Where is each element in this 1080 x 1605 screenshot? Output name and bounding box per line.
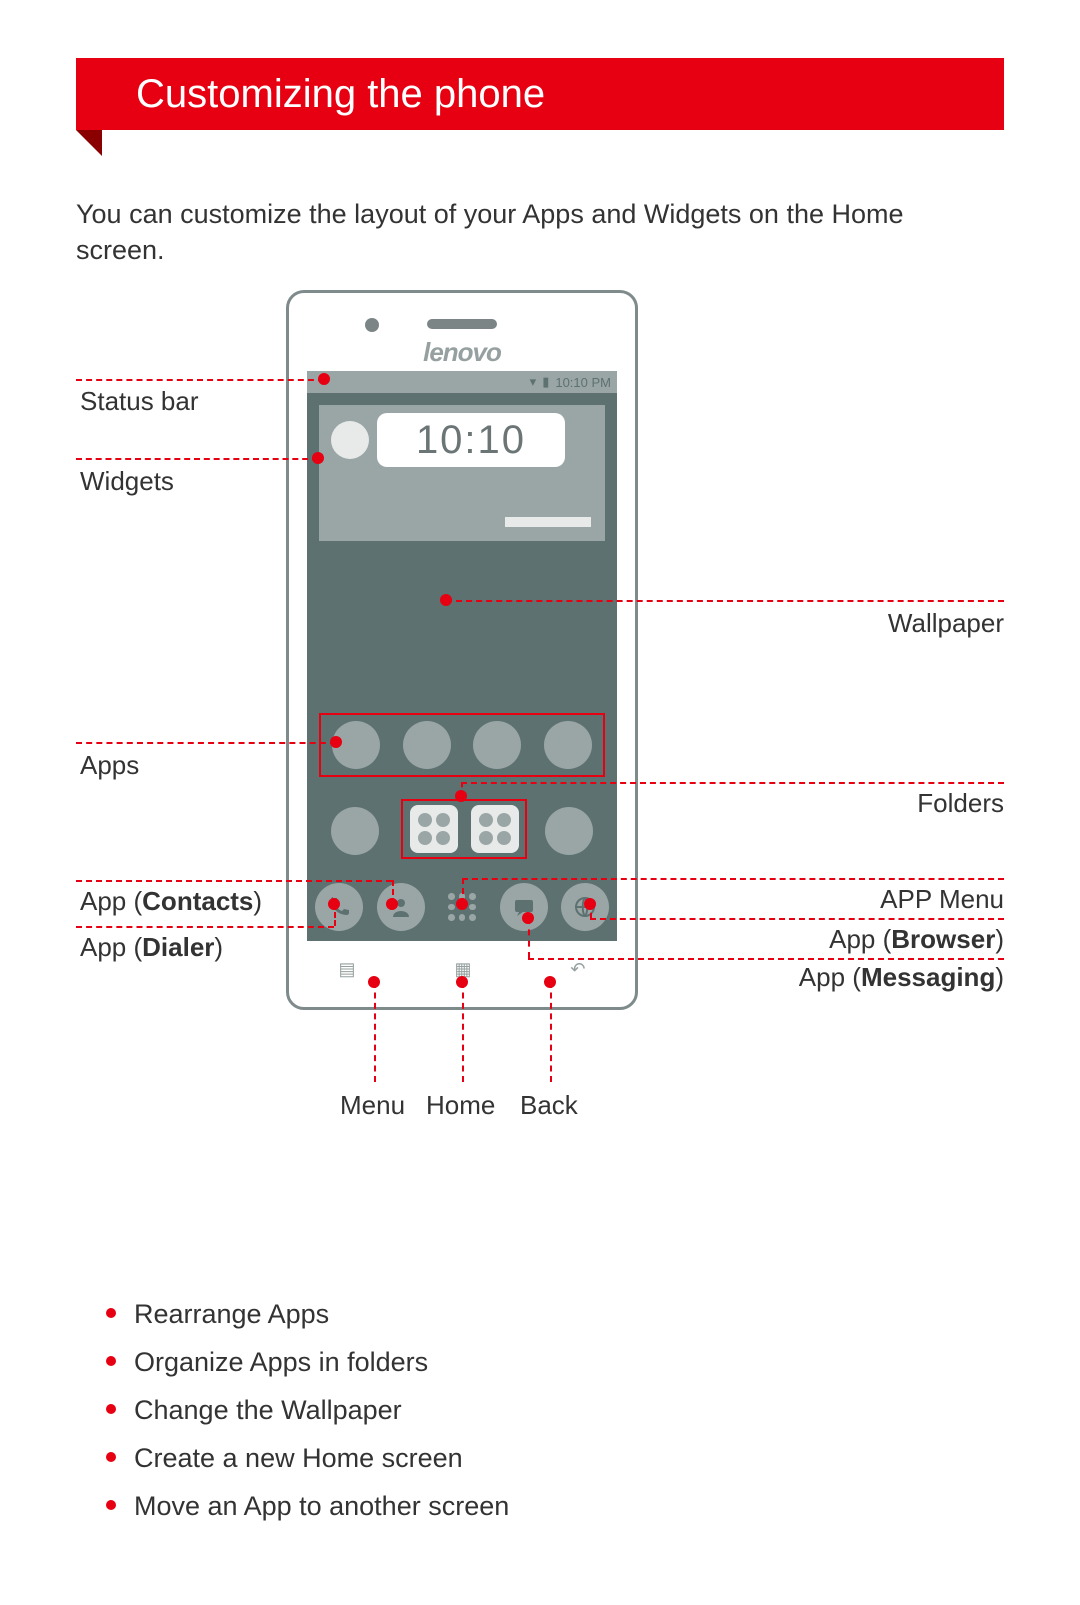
callout-line xyxy=(528,958,1004,960)
callout-menu-key: Menu xyxy=(340,1090,405,1121)
callout-status-bar: Status bar xyxy=(80,386,199,417)
folder-icon xyxy=(471,805,519,853)
app-icon xyxy=(331,807,379,855)
callout-line xyxy=(76,926,334,928)
list-item: Organize Apps in folders xyxy=(106,1338,509,1386)
intro-text: You can customize the layout of your App… xyxy=(76,196,996,268)
callout-dot xyxy=(544,976,556,988)
title-banner: Customizing the phone xyxy=(76,58,1004,130)
callout-line xyxy=(446,600,1004,602)
status-bar: ▾ ▮ 10:10 PM xyxy=(307,371,617,393)
callout-home-key: Home xyxy=(426,1090,495,1121)
callout-app-browser: App (Browser) xyxy=(829,924,1004,955)
phone-diagram: lenovo ▾ ▮ 10:10 PM 10:10 xyxy=(76,290,1004,1190)
callout-app-menu: APP Menu xyxy=(880,884,1004,915)
callout-apps: Apps xyxy=(80,750,139,781)
callout-line xyxy=(462,982,464,1082)
callout-line xyxy=(76,458,318,460)
callout-line xyxy=(374,982,376,1082)
callout-line xyxy=(461,782,1004,784)
callout-line xyxy=(76,742,336,744)
back-key-icon: ↶ xyxy=(570,959,585,980)
front-camera xyxy=(365,318,379,332)
callout-line xyxy=(76,880,392,882)
callout-app-messaging: App (Messaging) xyxy=(799,962,1004,993)
widget-dot xyxy=(331,421,369,459)
app-icon xyxy=(473,721,521,769)
contacts-app-icon xyxy=(377,883,425,931)
callout-dot xyxy=(312,452,324,464)
page-title: Customizing the phone xyxy=(136,72,545,117)
phone-screen: ▾ ▮ 10:10 PM 10:10 xyxy=(307,371,617,941)
callout-line xyxy=(590,918,1004,920)
callout-app-contacts: App (Contacts) xyxy=(80,886,262,917)
app-icon xyxy=(545,807,593,855)
callout-app-dialer: App (Dialer) xyxy=(80,932,223,963)
callout-dot xyxy=(368,976,380,988)
list-item: Move an App to another screen xyxy=(106,1482,509,1530)
list-item: Rearrange Apps xyxy=(106,1290,509,1338)
status-time: 10:10 PM xyxy=(555,375,611,390)
brand-logo: lenovo xyxy=(289,337,635,368)
earpiece-speaker xyxy=(427,319,497,329)
callout-back-key: Back xyxy=(520,1090,578,1121)
callout-line xyxy=(462,878,1004,880)
widget-bar xyxy=(505,517,591,527)
callout-widgets: Widgets xyxy=(80,466,174,497)
callout-line xyxy=(528,918,530,958)
app-icon xyxy=(544,721,592,769)
folders-highlight xyxy=(401,799,527,859)
battery-icon: ▮ xyxy=(542,374,549,390)
apps-row-highlight xyxy=(319,713,605,777)
callout-dot xyxy=(328,898,340,910)
callout-dot xyxy=(330,736,342,748)
list-item: Change the Wallpaper xyxy=(106,1386,509,1434)
clock-widget: 10:10 xyxy=(319,405,605,541)
callout-dot xyxy=(456,898,468,910)
callout-dot xyxy=(318,373,330,385)
wifi-icon: ▾ xyxy=(530,374,537,390)
widget-clock-time: 10:10 xyxy=(377,413,565,467)
messaging-app-icon xyxy=(500,883,548,931)
callout-dot xyxy=(386,898,398,910)
app-icon xyxy=(403,721,451,769)
callout-line xyxy=(590,904,592,918)
callout-dot xyxy=(456,976,468,988)
customization-list: Rearrange Apps Organize Apps in folders … xyxy=(106,1290,509,1530)
menu-key-icon: ▤ xyxy=(338,959,355,980)
callout-folders: Folders xyxy=(917,788,1004,819)
list-item: Create a new Home screen xyxy=(106,1434,509,1482)
callout-line xyxy=(550,982,552,1082)
callout-line xyxy=(76,379,324,381)
folder-icon xyxy=(410,805,458,853)
banner-fold xyxy=(76,130,102,156)
callout-wallpaper: Wallpaper xyxy=(888,608,1004,639)
callout-dot xyxy=(455,790,467,802)
